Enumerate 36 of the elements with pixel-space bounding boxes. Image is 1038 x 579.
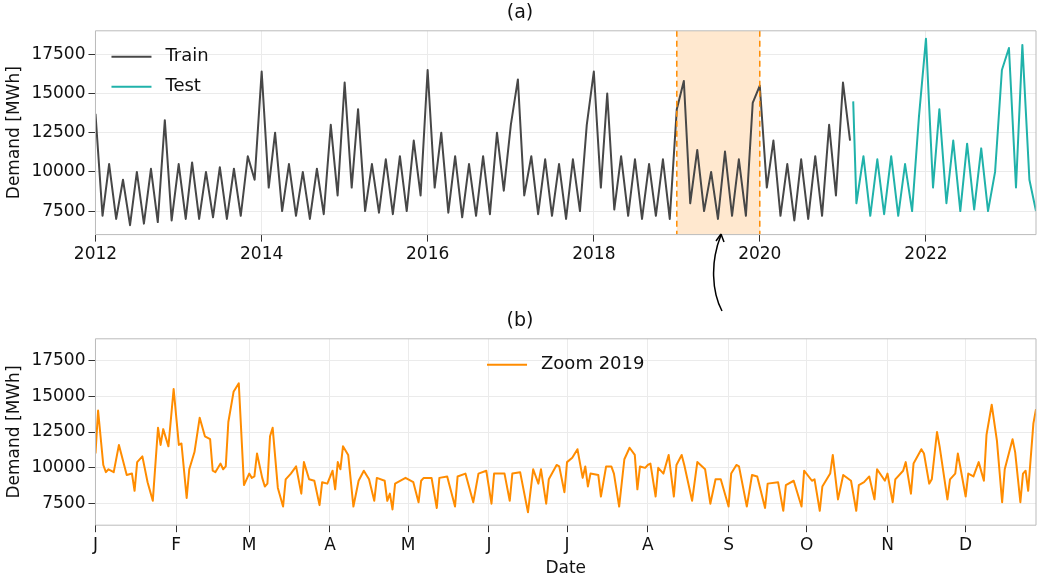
y-axis-title: Demand [MWh] <box>2 66 23 200</box>
x-tick-label: N <box>881 533 894 554</box>
x-tick-label: A <box>641 533 654 554</box>
y-tick-label: 7500 <box>42 199 86 220</box>
x-tick-label: 2012 <box>73 243 118 264</box>
legend-label: Test <box>164 74 201 96</box>
chart-title: (b) <box>506 308 534 331</box>
x-tick-label: J <box>563 533 570 554</box>
x-tick-label: 2014 <box>240 243 284 264</box>
y-tick-label: 12500 <box>31 121 86 142</box>
x-axis-title: Date <box>545 557 587 578</box>
x-tick-label: 2018 <box>572 243 616 264</box>
y-tick-label: 15000 <box>31 81 86 102</box>
x-tick-label: 2016 <box>406 243 450 264</box>
legend-label: Train <box>164 44 209 66</box>
x-tick-label: J <box>91 533 98 554</box>
y-tick-label: 10000 <box>31 456 86 477</box>
legend-label: Zoom 2019 <box>541 352 645 374</box>
y-tick-label: 17500 <box>31 42 86 63</box>
x-tick-label: F <box>171 533 182 554</box>
chart-title: (a) <box>506 0 534 23</box>
x-tick-label: S <box>723 533 734 554</box>
y-tick-label: 15000 <box>31 384 86 405</box>
x-tick-label: D <box>959 533 973 554</box>
x-tick-label: 2022 <box>904 243 948 264</box>
x-tick-label: A <box>324 533 337 554</box>
y-tick-label: 17500 <box>31 348 86 369</box>
y-axis-title: Demand [MWh] <box>2 365 23 499</box>
x-tick-label: M <box>400 533 416 554</box>
y-tick-label: 10000 <box>31 160 86 181</box>
x-tick-label: O <box>800 533 814 554</box>
x-tick-label: J <box>485 533 492 554</box>
y-tick-label: 12500 <box>31 420 86 441</box>
x-tick-label: 2020 <box>738 243 782 264</box>
y-tick-label: 7500 <box>42 492 86 513</box>
x-tick-label: M <box>241 533 257 554</box>
